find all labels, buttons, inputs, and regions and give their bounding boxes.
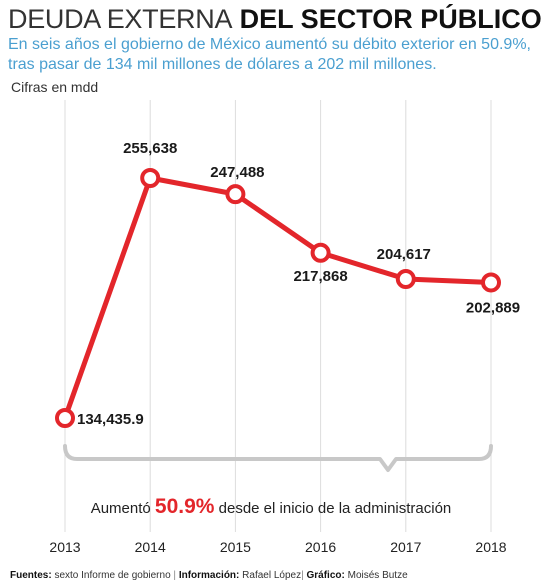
value-label-2013: 134,435.9	[77, 411, 144, 428]
x-tick-2013: 2013	[49, 539, 80, 555]
series-line	[62, 175, 494, 421]
chart-title-light: DEUDA EXTERNA	[8, 4, 233, 34]
value-label-2014: 255,638	[123, 140, 177, 157]
value-label-2018: 202,889	[466, 299, 520, 316]
info-text: Rafael López	[242, 570, 302, 581]
data-point-2018	[481, 272, 501, 293]
chart-title-bold: DEL SECTOR PÚBLICO	[239, 4, 542, 34]
x-tick-2016: 2016	[305, 539, 336, 555]
credits-footer: Fuentes: sexto Informe de gobierno | Inf…	[10, 570, 408, 581]
x-tick-2018: 2018	[475, 539, 506, 555]
sources-label: Fuentes:	[10, 570, 52, 581]
data-point-2016	[310, 242, 331, 263]
data-point-2013	[55, 408, 75, 428]
graphic-label: Gráfico:	[306, 570, 345, 581]
annotation-suffix: desde el inicio de la administración	[219, 500, 452, 517]
svg-text:Aumentó 50.9% desd: Aumentó 50.9% desde el inicio de la admi…	[91, 495, 452, 518]
annotation-prefix: Aumentó	[91, 500, 151, 517]
growth-annotation: Aumentó 50.9% desde el inicio de la admi…	[91, 495, 452, 518]
sources-text: sexto Informe de gobierno	[54, 570, 171, 581]
debt-line-chart: Aumentó 50.9% desde el inicio de la admi…	[49, 100, 520, 555]
chart-title: DEUDA EXTERNA DEL SECTOR PÚBLICO	[8, 4, 542, 34]
x-tick-2015: 2015	[220, 539, 251, 555]
info-label: Información:	[178, 570, 240, 581]
graphic-text: Moisés Butze	[347, 570, 408, 581]
x-tick-2017: 2017	[390, 539, 421, 555]
period-brace	[63, 444, 493, 472]
data-point-2017	[395, 269, 416, 290]
value-label-2017: 204,617	[377, 246, 431, 263]
value-label-2016: 217,868	[293, 268, 347, 285]
x-tick-2014: 2014	[135, 539, 166, 555]
data-point-2015	[225, 184, 246, 205]
units-label: Cifras en mdd	[11, 79, 99, 95]
annotation-highlight: 50.9%	[155, 495, 215, 518]
data-point-2014	[140, 168, 161, 188]
value-label-2015: 247,488	[210, 164, 264, 181]
chart-subtitle: En seis años el gobierno de México aumen…	[8, 36, 531, 73]
